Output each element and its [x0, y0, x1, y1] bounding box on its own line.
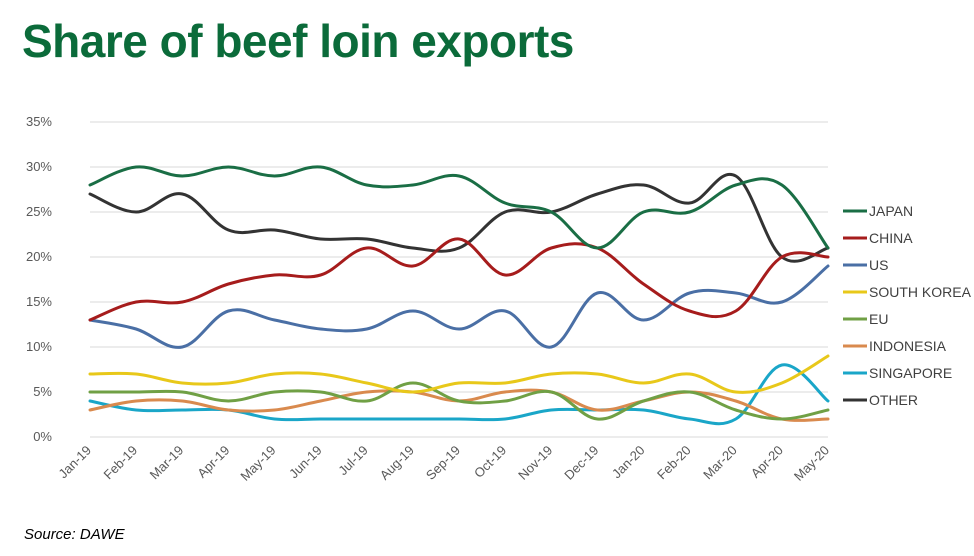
y-tick-label: 30% — [26, 159, 52, 174]
series-lines — [88, 165, 830, 426]
legend-label: EU — [869, 311, 888, 327]
x-tick-label: Jul-19 — [335, 443, 371, 479]
x-tick-label: Nov-19 — [515, 443, 555, 483]
x-tick-label: Jan-19 — [55, 443, 94, 482]
series-line-other — [88, 172, 830, 263]
y-axis-ticks: 0% 5% 10% 15% 20% 25% 30% 35% — [26, 114, 52, 444]
legend-label: SOUTH KOREA — [869, 284, 972, 300]
x-tick-label: Aug-19 — [377, 443, 417, 483]
x-tick-label: Sep-19 — [423, 443, 463, 483]
x-tick-label: Oct-19 — [471, 443, 509, 481]
gridlines — [90, 121, 828, 438]
series-line-us — [88, 264, 830, 349]
x-tick-label: Jan-20 — [609, 443, 648, 482]
x-tick-label: Feb-20 — [654, 443, 694, 483]
x-tick-label: Dec-19 — [561, 443, 601, 483]
x-tick-label: Apr-19 — [194, 443, 232, 481]
legend-label: OTHER — [869, 392, 918, 408]
x-tick-label: Jun-19 — [286, 443, 325, 482]
series-line-china — [88, 237, 830, 322]
y-tick-label: 15% — [26, 294, 52, 309]
y-tick-label: 5% — [33, 384, 52, 399]
y-tick-label: 10% — [26, 339, 52, 354]
legend-label: INDONESIA — [869, 338, 947, 354]
x-tick-label: Mar-19 — [147, 443, 187, 483]
source-note: Source: DAWE — [24, 526, 125, 543]
legend-label: CHINA — [869, 230, 913, 246]
y-tick-label: 0% — [33, 429, 52, 444]
x-tick-label: Mar-20 — [700, 443, 740, 483]
x-tick-label: May-19 — [237, 443, 278, 484]
series-line-singapore — [88, 363, 830, 426]
legend-label: US — [869, 257, 888, 273]
y-tick-label: 20% — [26, 249, 52, 264]
chart-title: Share of beef loin exports — [22, 15, 574, 67]
x-tick-label: May-20 — [791, 443, 832, 484]
x-tick-label: Apr-20 — [748, 443, 786, 481]
series-line-south-korea — [88, 354, 830, 394]
series-line-japan — [88, 165, 830, 250]
series-line-eu — [88, 381, 830, 421]
y-tick-label: 35% — [26, 114, 52, 129]
x-tick-label: Feb-19 — [101, 443, 141, 483]
legend-label: SINGAPORE — [869, 365, 952, 381]
x-axis-ticks: Jan-19 Feb-19 Mar-19 Apr-19 May-19 Jun-19 Jul-… — [55, 443, 832, 484]
y-tick-label: 25% — [26, 204, 52, 219]
legend: JAPAN CHINA US SOUTH KOREA EU INDONESIA SINGAP… — [843, 203, 972, 408]
legend-label: JAPAN — [869, 203, 913, 219]
